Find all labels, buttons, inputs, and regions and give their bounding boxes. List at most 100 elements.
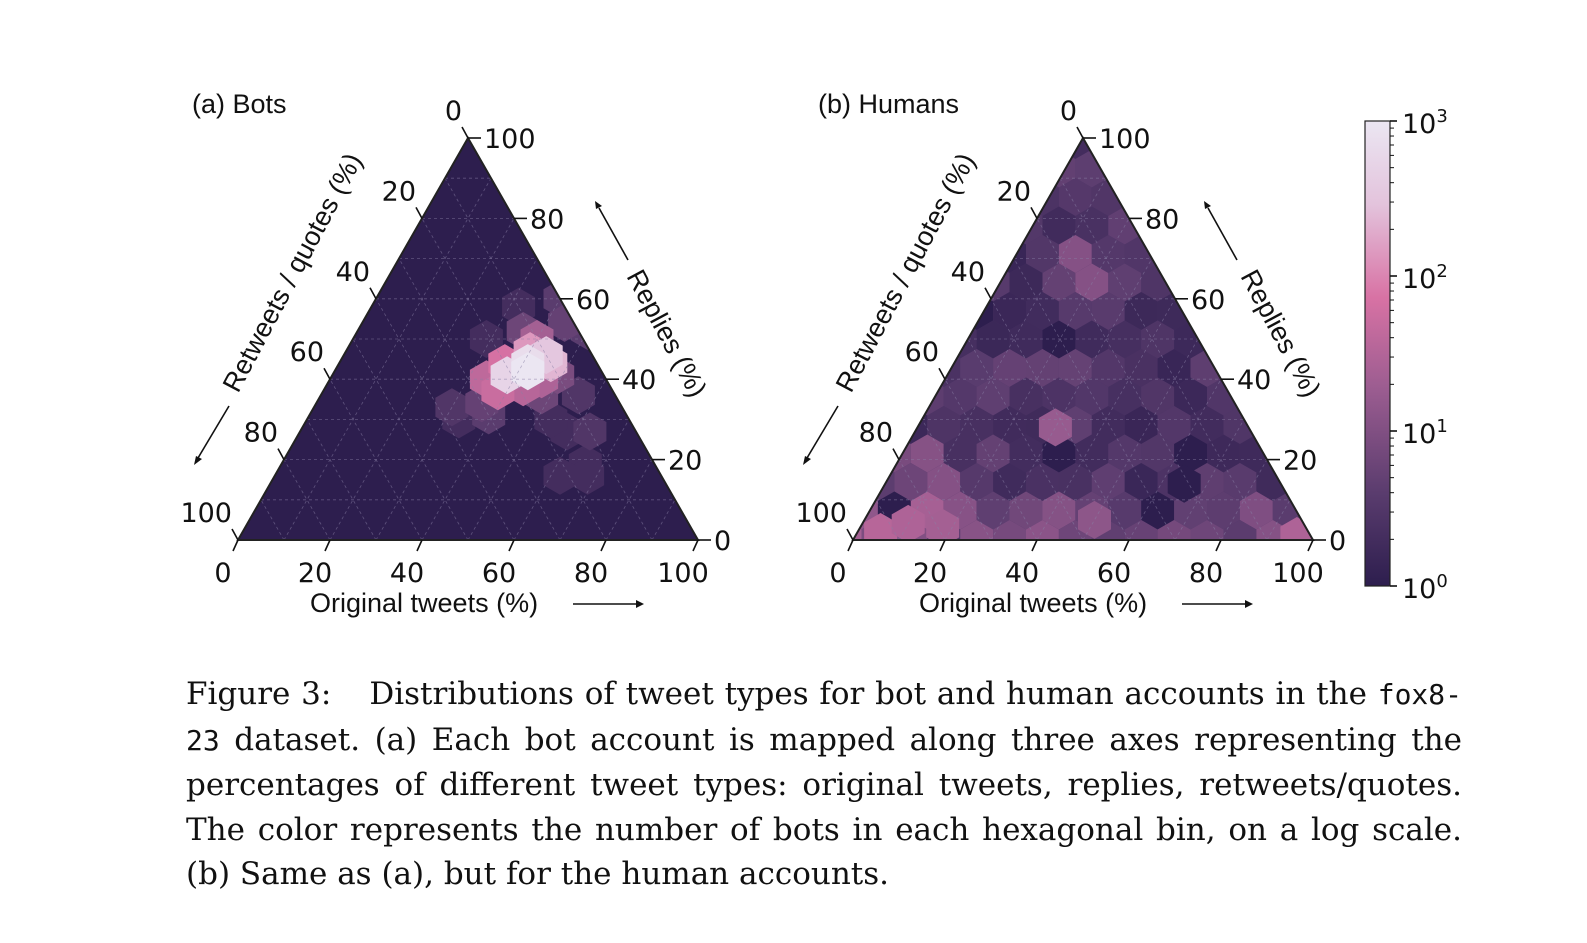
- hex-bin: [960, 463, 994, 501]
- tick-label: 80: [574, 558, 608, 589]
- hex-bin: [1289, 235, 1313, 273]
- tick-mark: [938, 367, 946, 380]
- hex-bin: [853, 292, 862, 330]
- tick-label: 100: [1272, 558, 1324, 589]
- grid-line: [944, 218, 1130, 540]
- hex-bin: [1167, 464, 1201, 503]
- hex-bin: [927, 292, 961, 330]
- figure-number: Figure 3:: [186, 676, 332, 712]
- caption-text: dataset. (a) Each bot account is mapped …: [186, 721, 1462, 893]
- hex-bin: [1207, 320, 1240, 359]
- grid-line: [329, 379, 423, 540]
- hex-bin: [1108, 377, 1142, 416]
- colorbar-tick-label: 103: [1402, 106, 1448, 140]
- hex-bin: [853, 138, 862, 159]
- grid-line: [513, 379, 607, 540]
- grid-line: [921, 419, 992, 540]
- hex-bin: [1289, 138, 1313, 159]
- ternary-grid: [875, 177, 1291, 540]
- axis-title-original-tweets: Original tweets (%): [919, 588, 1147, 618]
- ternary-grid: [260, 177, 676, 540]
- hex-bin: [1009, 320, 1043, 359]
- tick-label: 20: [298, 558, 332, 589]
- hex-bin: [1223, 178, 1257, 216]
- arrow-icon: [194, 405, 230, 465]
- hex-bin: [960, 406, 994, 444]
- colorbar-tick-label: 100: [1402, 571, 1448, 605]
- hex-bin: [1042, 377, 1076, 416]
- hex-bin: [926, 508, 960, 540]
- tick-label: 40: [951, 257, 985, 288]
- hex-bin: [861, 178, 895, 216]
- hex-bin: [1124, 463, 1158, 501]
- hex-bin: [1108, 491, 1142, 530]
- tick-mark: [415, 207, 423, 219]
- tick-mark: [461, 126, 469, 139]
- hex-bin: [1141, 491, 1175, 530]
- tick-mark: [1030, 207, 1038, 219]
- hex-bin: [1091, 349, 1125, 387]
- tick-mark: [847, 539, 854, 552]
- hex-bin: [976, 206, 1010, 245]
- hex-bin: [1256, 406, 1290, 444]
- hex-bin: [1157, 138, 1191, 159]
- grid-line: [352, 338, 469, 540]
- hex-bin: [894, 463, 928, 501]
- hex-bin: [1190, 178, 1224, 216]
- tick-mark: [1076, 126, 1084, 139]
- tick-label: 20: [913, 558, 947, 589]
- hex-bin: [976, 320, 1010, 359]
- tick-label: 40: [1237, 365, 1271, 396]
- hex-bin: [1108, 149, 1142, 188]
- tick-label: 80: [1189, 558, 1223, 589]
- hex-bin: [1157, 235, 1191, 273]
- hex-bin: [910, 434, 944, 473]
- tick-label: 60: [290, 337, 324, 368]
- tick-mark: [600, 539, 607, 552]
- left-tick-labels: 0 20 40 60 80 100: [180, 96, 462, 529]
- hex-bin: [1181, 239, 1215, 278]
- grid-line: [1174, 419, 1245, 540]
- hex-bin: [1174, 149, 1207, 188]
- tick-mark: [277, 448, 285, 460]
- grid-line: [967, 338, 1084, 540]
- tick-label: 80: [530, 204, 564, 235]
- tick-mark: [1123, 539, 1130, 552]
- hex-bin: [993, 292, 1026, 330]
- tick-label: 0: [829, 558, 846, 589]
- grid-line: [1082, 338, 1199, 540]
- grid-line: [990, 298, 1130, 540]
- hex-bin: [1108, 263, 1142, 302]
- tick-mark: [692, 539, 699, 552]
- hex-bin: [1141, 149, 1175, 188]
- hex-bin: [1207, 434, 1240, 473]
- figure-caption: Figure 3: Distributions of tweet types fo…: [186, 672, 1462, 897]
- grid-line: [421, 298, 561, 540]
- hex-bin: [1272, 206, 1306, 245]
- hex-bin: [993, 463, 1026, 501]
- hex-bin: [993, 349, 1026, 387]
- hex-bin: [1042, 263, 1076, 302]
- hex-bin: [1141, 377, 1175, 416]
- hex-bin: [1026, 349, 1059, 387]
- panel-humans: (b) Humans 0 20 40 60 80 100 0 20 40 60 …: [795, 89, 1346, 618]
- hex-bin: [1190, 406, 1224, 444]
- hex-bin: [976, 434, 1010, 473]
- tick-mark: [324, 539, 331, 552]
- right-tick-labels: 0 20 40 60 80 100: [484, 124, 731, 557]
- hex-bin: [1108, 320, 1142, 359]
- tick-marks: [231, 126, 711, 552]
- hex-bin: [1042, 491, 1076, 530]
- tick-label: 80: [1145, 204, 1179, 235]
- colorbar-tick-label: 101: [1402, 416, 1448, 450]
- hex-bin: [1026, 463, 1059, 501]
- hex-bin: [1075, 206, 1109, 245]
- hex-bin: [861, 138, 895, 159]
- hex-bin: [571, 456, 605, 495]
- grid-line: [398, 258, 561, 540]
- hex-bin: [1009, 491, 1043, 530]
- bottom-tick-labels: 0 20 40 60 80 100: [214, 558, 708, 589]
- tick-mark: [939, 539, 946, 552]
- tick-mark: [1215, 539, 1222, 552]
- hex-bin: [1075, 263, 1109, 302]
